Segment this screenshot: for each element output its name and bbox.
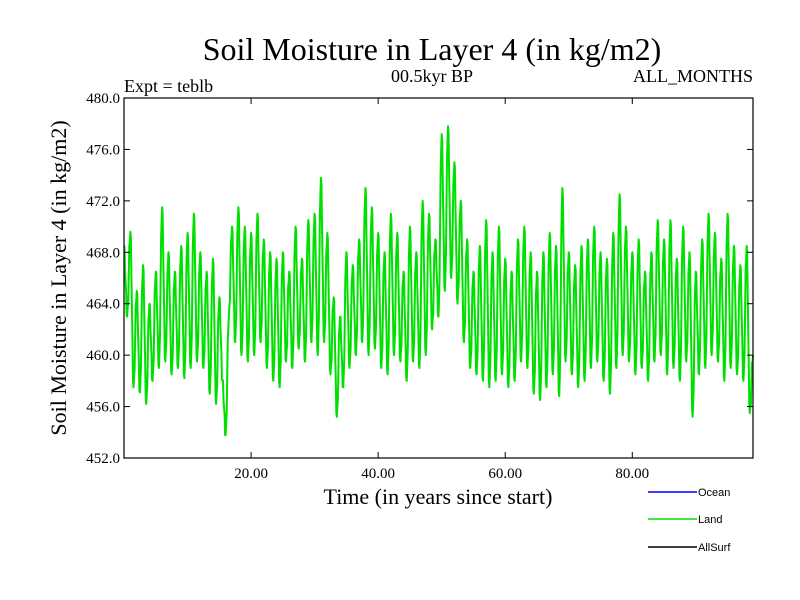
series-line-land: [123, 125, 754, 437]
legend: Ocean Land AllSurf: [648, 487, 731, 554]
y-tick-label: 452.0: [86, 451, 120, 467]
period-label: 00.5kyr BP: [391, 66, 473, 86]
plot-area: 452.0 456.0 460.0 464.0 468.0 472.0 476.0 480.0…: [86, 91, 754, 482]
x-axis-label: Time (in years since start): [324, 484, 553, 509]
y-tick-label: 480.0: [86, 91, 120, 107]
y-tick-label: 460.0: [86, 348, 120, 364]
x-tick-label: 40.00: [361, 466, 395, 482]
expt-label: Expt = teblb: [124, 76, 213, 96]
y-tick-label: 464.0: [86, 297, 120, 313]
legend-label-ocean: Ocean: [698, 487, 730, 499]
y-tick-label: 476.0: [86, 142, 120, 158]
plot-frame: [123, 97, 754, 459]
chart-title: Soil Moisture in Layer 4 (in kg/m2): [203, 31, 662, 67]
y-tick-label: 472.0: [86, 194, 120, 210]
x-tick-label: 20.00: [234, 466, 268, 482]
months-label: ALL_MONTHS: [633, 66, 753, 86]
y-tick-label: 456.0: [86, 400, 120, 416]
y-axis-label: Soil Moisture in Layer 4 (in kg/m2): [46, 120, 71, 435]
x-tick-label: 80.00: [615, 466, 649, 482]
x-tick-label: 60.00: [488, 466, 522, 482]
legend-label-land: Land: [698, 514, 722, 526]
legend-label-allsurf: AllSurf: [698, 542, 731, 554]
series-layer: [123, 125, 754, 437]
ticks-layer: 452.0 456.0 460.0 464.0 468.0 472.0 476.0 480.0…: [86, 91, 753, 482]
y-tick-label: 468.0: [86, 245, 120, 261]
